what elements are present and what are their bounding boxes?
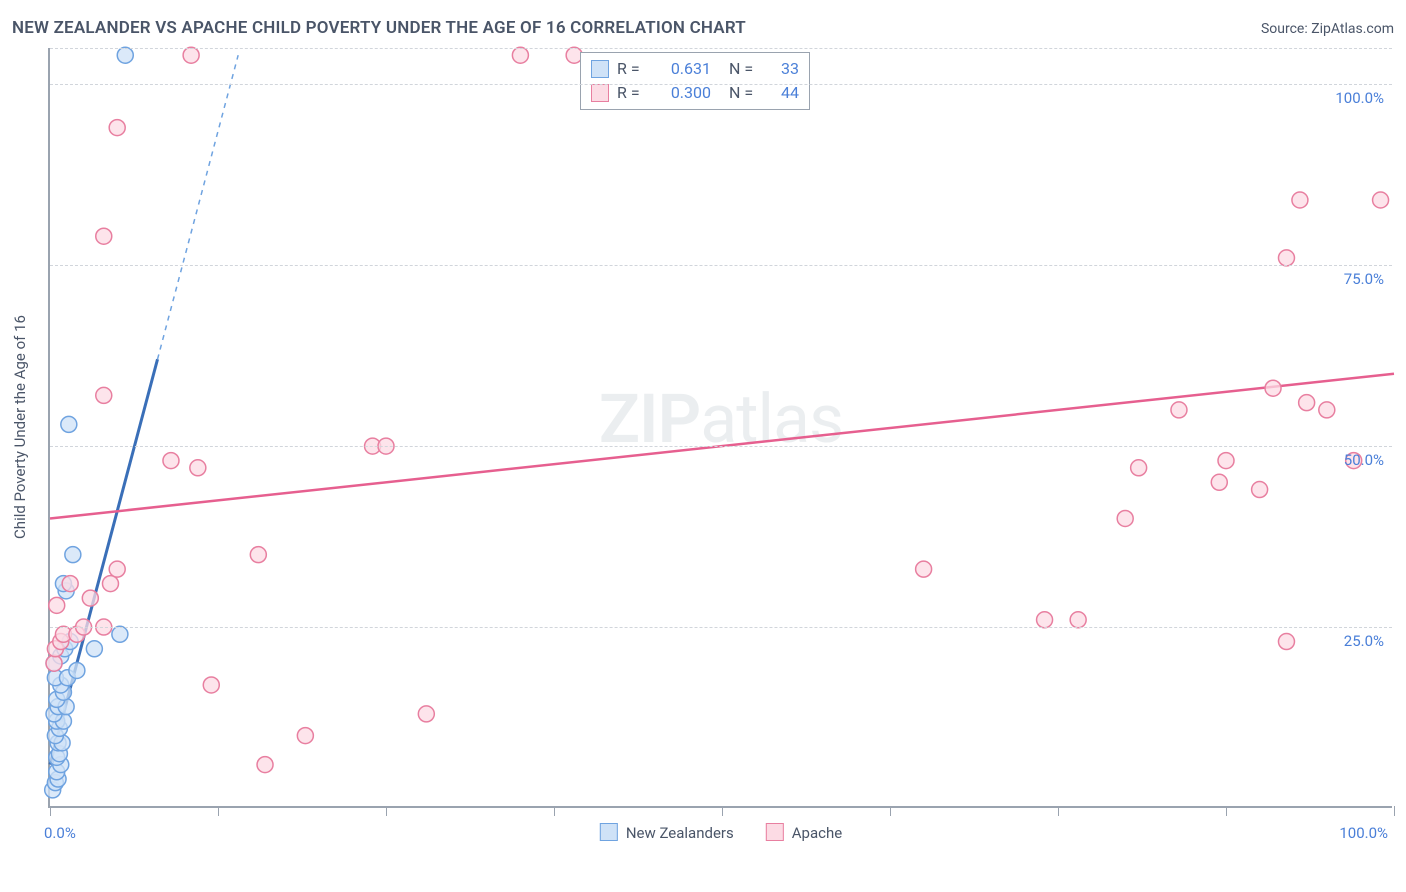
data-point: [1070, 612, 1086, 628]
data-point: [257, 757, 273, 773]
legend-item: Apache: [766, 823, 842, 842]
data-point: [190, 460, 206, 476]
r-value: 0.631: [659, 57, 711, 81]
plot-area: Child Poverty Under the Age of 16 ZIPatl…: [48, 48, 1392, 808]
data-point: [109, 120, 125, 136]
x-tick: [1058, 806, 1059, 816]
data-point: [1373, 192, 1389, 208]
chart-header: NEW ZEALANDER VS APACHE CHILD POVERTY UN…: [12, 18, 1394, 38]
n-value: 33: [771, 57, 799, 81]
plot-svg: [50, 48, 1392, 806]
bottom-legend: New Zealanders Apache: [600, 823, 842, 842]
data-point: [297, 728, 313, 744]
data-point: [49, 597, 65, 613]
data-point: [65, 547, 81, 563]
x-tick-label: 100.0%: [1339, 824, 1388, 842]
data-point: [1117, 510, 1133, 526]
data-point: [1131, 460, 1147, 476]
y-tick-label: 75.0%: [1344, 270, 1384, 288]
legend-swatch: [591, 60, 609, 78]
data-point: [1278, 634, 1294, 650]
trendline-extrapolation: [158, 55, 239, 359]
data-point: [1218, 453, 1234, 469]
data-point: [203, 677, 219, 693]
data-point: [1037, 612, 1053, 628]
source-label: Source:: [1261, 21, 1308, 37]
stats-box: R =0.631N =33R =0.300N =44: [580, 52, 810, 110]
data-point: [102, 576, 118, 592]
gridline: [50, 446, 1392, 447]
data-point: [86, 641, 102, 657]
x-tick: [218, 806, 219, 816]
data-point: [1252, 482, 1268, 498]
legend-swatch: [591, 84, 609, 102]
data-point: [163, 453, 179, 469]
data-point: [96, 228, 112, 244]
data-point: [1292, 192, 1308, 208]
legend-label: Apache: [792, 824, 842, 842]
data-point: [183, 47, 199, 63]
data-point: [1319, 402, 1335, 418]
data-point: [916, 561, 932, 577]
gridline: [50, 265, 1392, 266]
legend-swatch: [600, 823, 618, 841]
n-label: N =: [729, 57, 763, 81]
data-point: [109, 561, 125, 577]
data-point: [96, 387, 112, 403]
x-tick: [890, 806, 891, 816]
x-tick-label: 0.0%: [44, 824, 76, 842]
data-point: [1265, 380, 1281, 396]
r-label: R =: [617, 57, 651, 81]
x-tick: [722, 806, 723, 816]
source-value: ZipAtlas.com: [1311, 21, 1394, 37]
legend-item: New Zealanders: [600, 823, 734, 842]
gridline: [50, 627, 1392, 628]
y-tick-label: 25.0%: [1344, 632, 1384, 650]
legend-swatch: [766, 823, 784, 841]
data-point: [418, 706, 434, 722]
data-point: [512, 47, 528, 63]
chart-source: Source: ZipAtlas.com: [1261, 21, 1394, 37]
data-point: [1171, 402, 1187, 418]
data-point: [82, 590, 98, 606]
x-tick: [386, 806, 387, 816]
x-tick: [1394, 806, 1395, 816]
data-point: [69, 662, 85, 678]
gridline: [50, 84, 1392, 85]
legend-label: New Zealanders: [626, 824, 734, 842]
x-tick: [50, 806, 51, 816]
y-tick-label: 100.0%: [1335, 89, 1384, 107]
chart-title: NEW ZEALANDER VS APACHE CHILD POVERTY UN…: [12, 18, 746, 38]
x-tick: [1226, 806, 1227, 816]
data-point: [1278, 250, 1294, 266]
data-point: [46, 655, 62, 671]
chart-container: Child Poverty Under the Age of 16 ZIPatl…: [48, 48, 1392, 848]
data-point: [250, 547, 266, 563]
stats-row: R = 0.631 N = 33: [591, 57, 799, 81]
x-tick: [554, 806, 555, 816]
data-point: [1299, 395, 1315, 411]
data-point: [112, 626, 128, 642]
data-point: [1211, 474, 1227, 490]
gridline: [50, 48, 1392, 49]
data-point: [61, 416, 77, 432]
y-axis-label: Child Poverty Under the Age of 16: [11, 315, 29, 539]
data-point: [62, 576, 78, 592]
y-tick-label: 50.0%: [1344, 451, 1384, 469]
data-point: [117, 47, 133, 63]
